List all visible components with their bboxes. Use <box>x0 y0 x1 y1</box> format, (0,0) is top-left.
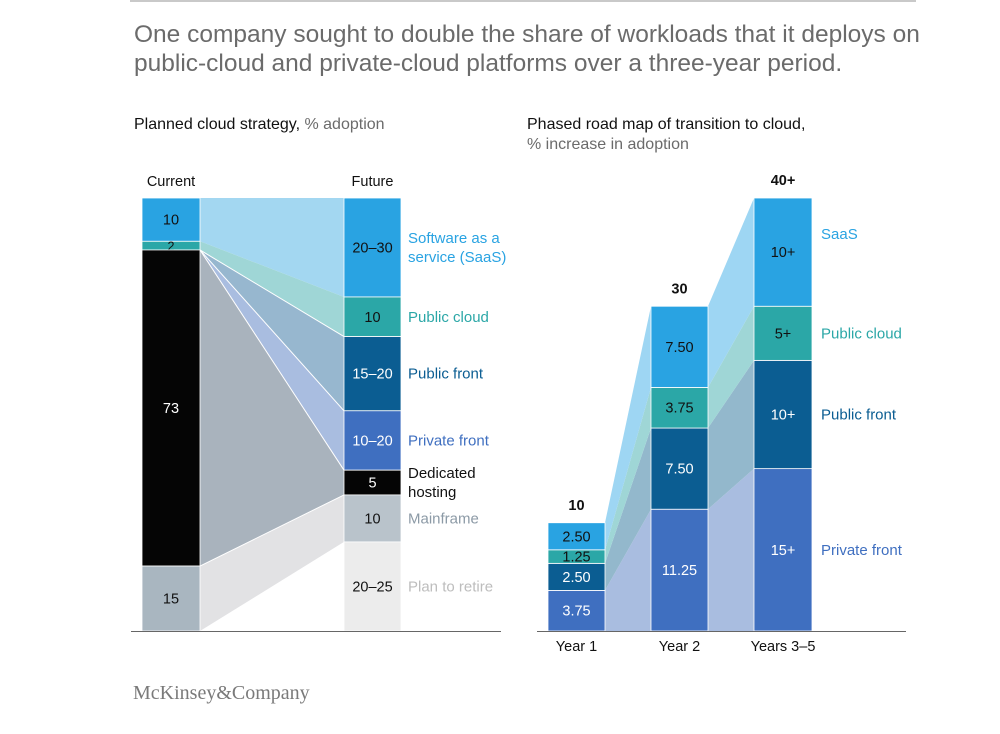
current-segment-2 <box>141 249 201 567</box>
roadmap-bar-segment <box>547 590 606 632</box>
future-series-label: Public cloud <box>408 309 489 326</box>
connector-divider <box>199 494 345 567</box>
roadmap-value-label: 2.50 <box>562 529 590 545</box>
current-segment-0 <box>141 197 201 242</box>
future-series-label: Dedicated <box>408 465 476 482</box>
roadmap-link-public-cloud <box>708 306 754 429</box>
roadmap-value-label: 3.75 <box>562 604 590 620</box>
future-segment-0 <box>343 197 402 298</box>
category-label-future: Future <box>352 174 394 190</box>
roadmap-total-label: 10 <box>568 498 584 514</box>
connector-divider <box>199 249 345 337</box>
right-chart-unit: % increase in adoption <box>527 136 689 153</box>
roadmap-value-label: 11.25 <box>662 563 697 579</box>
left-chart-title: Planned cloud strategy, <box>134 116 301 133</box>
roadmap-series-label: Public front <box>821 407 897 424</box>
roadmap-total-label: 30 <box>671 281 687 297</box>
roadmap-value-label: 5+ <box>775 326 792 342</box>
future-segment-2 <box>343 336 402 412</box>
future-segment-3 <box>343 410 402 471</box>
future-value-label: 5 <box>368 476 376 492</box>
roadmap-bar-segment <box>547 562 606 591</box>
future-series-label: service (SaaS) <box>408 249 506 266</box>
connector-public-cloud <box>200 241 344 337</box>
future-series-label: Private front <box>408 432 490 449</box>
future-value-label: 15–20 <box>352 367 392 383</box>
roadmap-bar-segment <box>753 197 813 307</box>
future-series-label: Public front <box>408 366 484 383</box>
roadmap-link-private-front <box>605 509 651 631</box>
connector-dedicated <box>200 249 344 567</box>
future-series-label: hosting <box>408 484 456 501</box>
future-series-label: Plan to retire <box>408 578 493 595</box>
roadmap-value-label: 1.25 <box>562 550 590 566</box>
roadmap-value-label: 7.50 <box>665 462 693 478</box>
future-series-label: Mainframe <box>408 510 479 527</box>
mckinsey-logo: McKinsey&Company <box>133 682 310 704</box>
current-value-label: 73 <box>163 401 179 417</box>
roadmap-value-label: 10+ <box>771 245 796 261</box>
future-value-label: 10–20 <box>352 433 392 449</box>
roadmap-bar-segment <box>753 468 813 632</box>
current-value-label: 2 <box>168 240 175 254</box>
roadmap-series-label: Private front <box>821 542 903 559</box>
connector-divider <box>199 249 345 412</box>
current-segment-3 <box>141 565 201 632</box>
future-segment-6 <box>343 541 402 632</box>
roadmap-category-label: Year 1 <box>556 639 597 655</box>
roadmap-bar-segment <box>547 522 606 551</box>
roadmap-bar-segment <box>650 305 709 388</box>
roadmap-category-label: Years 3–5 <box>751 639 816 655</box>
category-label-current: Current <box>147 174 195 190</box>
roadmap-link-public-cloud <box>605 387 651 564</box>
roadmap-value-label: 7.50 <box>665 340 693 356</box>
connector-divider <box>199 249 345 471</box>
roadmap-bar-segment <box>650 387 709 429</box>
roadmap-series-label: SaaS <box>821 226 858 243</box>
roadmap-link-public-front <box>708 360 754 510</box>
roadmap-series-label: Public cloud <box>821 325 902 342</box>
current-value-label: 15 <box>163 592 179 608</box>
roadmap-bar-segment <box>753 305 813 361</box>
roadmap-value-label: 15+ <box>771 543 796 559</box>
future-value-label: 20–25 <box>352 579 392 595</box>
roadmap-bar-segment <box>650 508 709 632</box>
roadmap-bar-segment <box>753 359 813 470</box>
connector-retire <box>200 494 344 631</box>
right-chart-subtitle: Phased road map of transition to cloud, … <box>527 115 907 155</box>
left-chart-unit: % adoption <box>304 116 385 133</box>
current-value-label: 10 <box>163 213 179 229</box>
roadmap-value-label: 3.75 <box>665 401 693 417</box>
headline: One company sought to double the share o… <box>134 21 920 77</box>
top-rule <box>130 0 916 2</box>
roadmap-value-label: 2.50 <box>562 570 590 586</box>
left-chart-subtitle: Planned cloud strategy, % adoption <box>134 115 385 135</box>
future-value-label: 20–30 <box>352 240 392 256</box>
roadmap-link-private-front <box>708 468 754 631</box>
connector-saas <box>200 198 344 297</box>
future-value-label: 10 <box>364 511 380 527</box>
right-chart-title: Phased road map of transition to cloud, <box>527 116 806 133</box>
roadmap-link-public-front <box>605 428 651 591</box>
future-series-label: Software as a <box>408 230 500 247</box>
roadmap-category-label: Year 2 <box>659 639 700 655</box>
roadmap-link-saas <box>605 306 651 550</box>
roadmap-link-saas <box>708 198 754 388</box>
roadmap-total-label: 40+ <box>771 173 796 189</box>
future-value-label: 10 <box>364 310 380 326</box>
roadmap-value-label: 10+ <box>771 408 796 424</box>
